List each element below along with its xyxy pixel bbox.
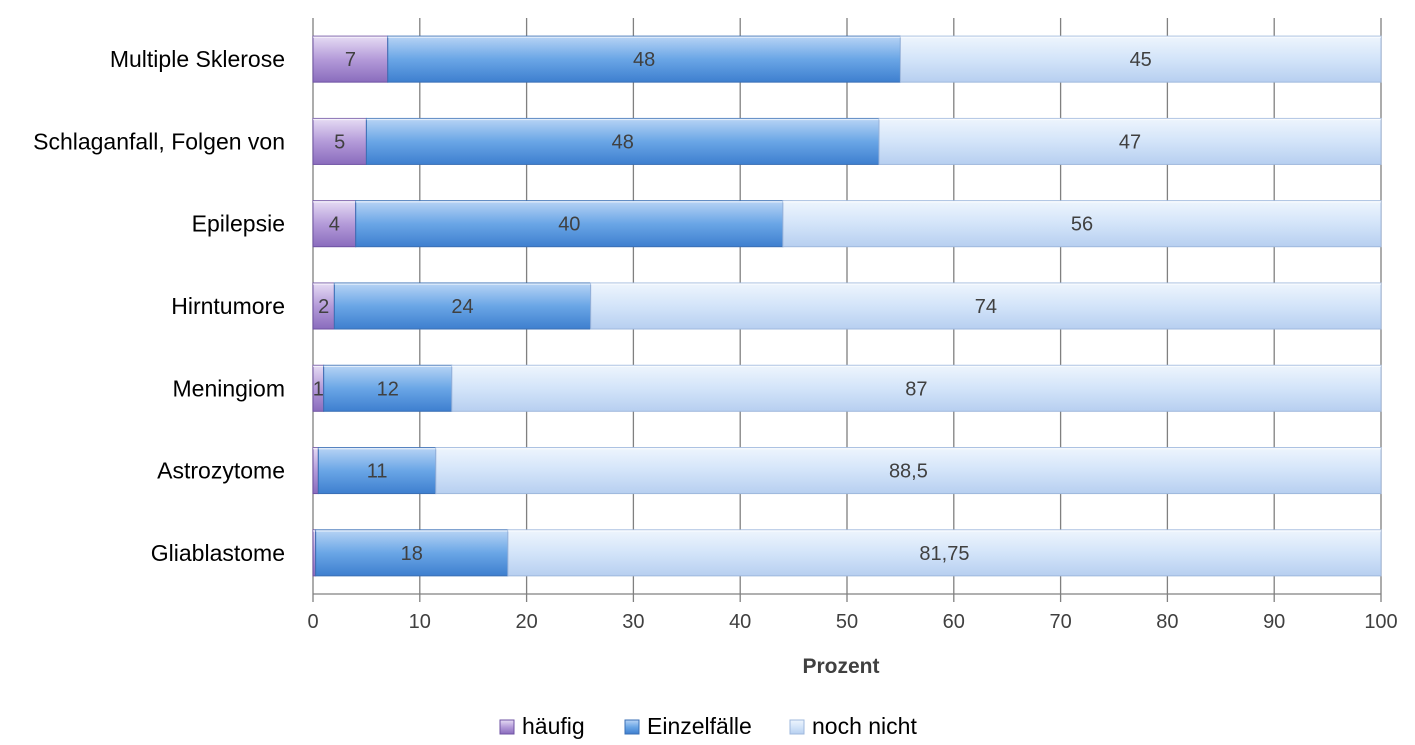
x-tick-label: 0 xyxy=(307,611,318,633)
category-label: Astrozytome xyxy=(157,458,285,484)
bars xyxy=(312,35,1382,577)
data-label: 88,5 xyxy=(889,461,928,483)
data-label: 11 xyxy=(367,461,388,483)
x-tick-label: 10 xyxy=(409,611,431,633)
data-label: 2 xyxy=(318,296,329,318)
category-label: Meningiom xyxy=(173,375,286,401)
bar-Einzelfälle xyxy=(365,117,880,165)
legend-swatch-light xyxy=(789,719,805,735)
data-label: 47 xyxy=(1119,131,1141,153)
bar-Einzelfälle xyxy=(323,364,453,412)
bar-noch-nicht xyxy=(507,529,1382,577)
data-labels: 7 48 45 5 48 47 4 40 56 2 24 74 1 12 87 11 88,5 18 81,75 xyxy=(313,49,1152,565)
x-tick-label: 50 xyxy=(836,611,858,633)
data-label: 74 xyxy=(975,296,997,318)
category-label: Hirntumore xyxy=(171,293,285,319)
data-label: 7 xyxy=(345,49,356,71)
bar-noch-nicht xyxy=(899,35,1382,83)
bar-häufig xyxy=(312,35,389,83)
data-label: 87 xyxy=(905,378,927,400)
x-tick-label: 100 xyxy=(1364,611,1397,633)
bar-Einzelfälle xyxy=(387,35,901,83)
data-label: 4 xyxy=(329,214,340,236)
data-label: 18 xyxy=(401,543,423,565)
category-label: Multiple Sklerose xyxy=(110,46,285,72)
legend-label: Einzelfälle xyxy=(647,713,752,739)
legend: häufig Einzelfälle noch nicht xyxy=(499,713,917,739)
x-tick-label: 70 xyxy=(1049,611,1071,633)
bar-häufig xyxy=(312,447,319,495)
bar-noch-nicht xyxy=(878,117,1382,165)
bar-Einzelfälle xyxy=(315,529,509,577)
category-label: Gliablastome xyxy=(151,540,285,566)
x-tick-label: 60 xyxy=(943,611,965,633)
data-label: 12 xyxy=(377,378,399,400)
legend-swatch-blue xyxy=(624,719,640,735)
data-label: 48 xyxy=(633,49,655,71)
category-labels: Multiple Sklerose Schlaganfall, Folgen vo… xyxy=(33,46,285,566)
legend-label: häufig xyxy=(522,713,585,739)
bar-Einzelfälle xyxy=(355,200,784,248)
x-tick-label: 40 xyxy=(729,611,751,633)
x-tick-labels: 0 10 20 30 40 50 60 70 80 90 100 xyxy=(307,611,1397,633)
bar-noch-nicht xyxy=(435,447,1382,495)
x-axis-title: Prozent xyxy=(802,655,879,678)
data-label: 24 xyxy=(451,296,473,318)
x-tick-label: 20 xyxy=(515,611,537,633)
data-label: 48 xyxy=(612,131,634,153)
data-label: 81,75 xyxy=(919,543,969,565)
data-label: 40 xyxy=(558,214,580,236)
legend-swatch-purple xyxy=(499,719,515,735)
bar-noch-nicht xyxy=(782,200,1382,248)
legend-label: noch nicht xyxy=(812,713,917,739)
bar-häufig xyxy=(312,117,367,165)
data-label: 5 xyxy=(334,131,345,153)
data-label: 56 xyxy=(1071,214,1093,236)
category-label: Schlaganfall, Folgen von xyxy=(33,128,285,154)
data-label: 1 xyxy=(313,378,324,400)
bar-Einzelfälle xyxy=(333,282,592,330)
bar-noch-nicht xyxy=(590,282,1382,330)
x-tick-label: 30 xyxy=(622,611,644,633)
bar-Einzelfälle xyxy=(317,447,437,495)
data-label: 45 xyxy=(1130,49,1152,71)
x-tick-label: 80 xyxy=(1156,611,1178,633)
x-tick-label: 90 xyxy=(1263,611,1285,633)
bar-noch-nicht xyxy=(451,364,1382,412)
category-label: Epilepsie xyxy=(192,211,285,237)
